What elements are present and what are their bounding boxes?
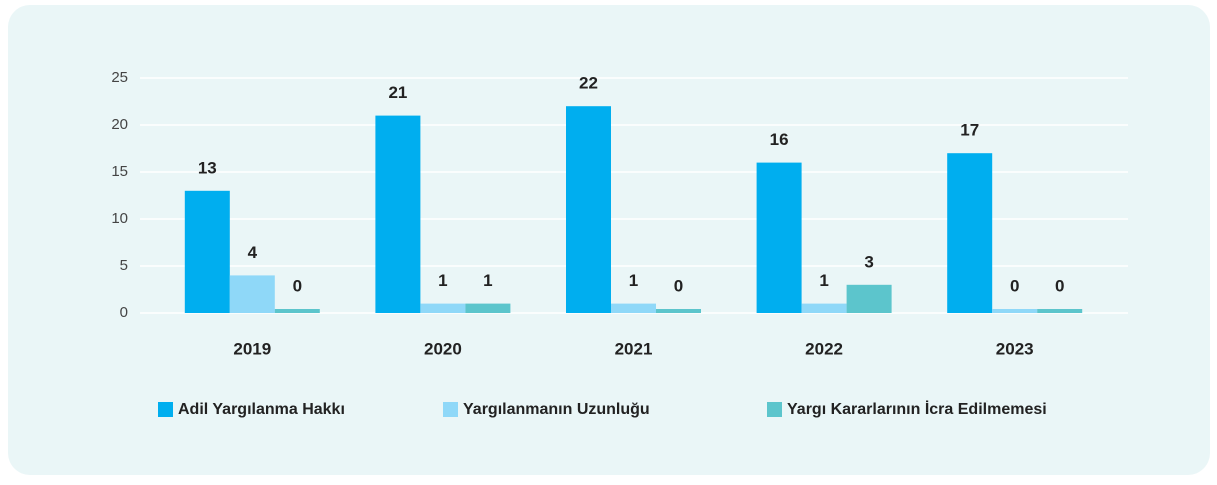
y-tick-label: 20	[111, 116, 128, 133]
value-label: 4	[248, 243, 258, 262]
bar	[656, 309, 701, 313]
bar	[465, 303, 511, 313]
x-tick-label: 2019	[233, 339, 271, 358]
x-tick-label: 2020	[424, 339, 462, 358]
legend-swatch	[767, 402, 782, 417]
bar	[274, 309, 320, 313]
value-label: 13	[198, 158, 217, 177]
value-label: 21	[388, 83, 407, 102]
value-label: 17	[960, 121, 979, 140]
legend-label: Yargı Kararlarının İcra Edilmemesi	[787, 400, 1047, 418]
y-tick-label: 25	[111, 69, 128, 86]
x-tick-label: 2022	[805, 339, 843, 358]
bar	[756, 162, 802, 313]
bar	[611, 303, 656, 313]
bar	[992, 309, 1038, 313]
y-tick-label: 0	[120, 304, 128, 321]
y-tick-label: 10	[111, 210, 128, 227]
value-label: 1	[819, 271, 828, 290]
y-tick-label: 5	[120, 257, 128, 274]
bar	[420, 303, 466, 313]
value-label: 1	[438, 271, 447, 290]
value-label: 16	[770, 130, 789, 149]
legend-label: Adil Yargılanma Hakkı	[178, 401, 345, 418]
bar	[184, 190, 230, 313]
legend-swatch	[158, 402, 173, 417]
legend-swatch	[443, 402, 458, 417]
value-label: 0	[674, 276, 683, 295]
bar	[229, 275, 275, 313]
value-label: 22	[579, 74, 598, 93]
legend-label: Yargılanmanın Uzunluğu	[463, 401, 650, 418]
value-label: 0	[1055, 276, 1064, 295]
x-tick-label: 2023	[996, 339, 1034, 358]
bar	[801, 303, 847, 313]
value-label: 0	[293, 276, 302, 295]
value-label: 1	[483, 271, 492, 290]
bar	[375, 115, 421, 313]
value-label: 3	[864, 252, 873, 271]
bar	[947, 153, 993, 313]
bar	[566, 106, 611, 313]
y-tick-label: 15	[111, 163, 128, 180]
bar	[846, 284, 892, 313]
value-label: 0	[1010, 276, 1019, 295]
x-tick-label: 2021	[615, 339, 653, 358]
value-label: 1	[629, 271, 638, 290]
bar	[1037, 309, 1083, 313]
